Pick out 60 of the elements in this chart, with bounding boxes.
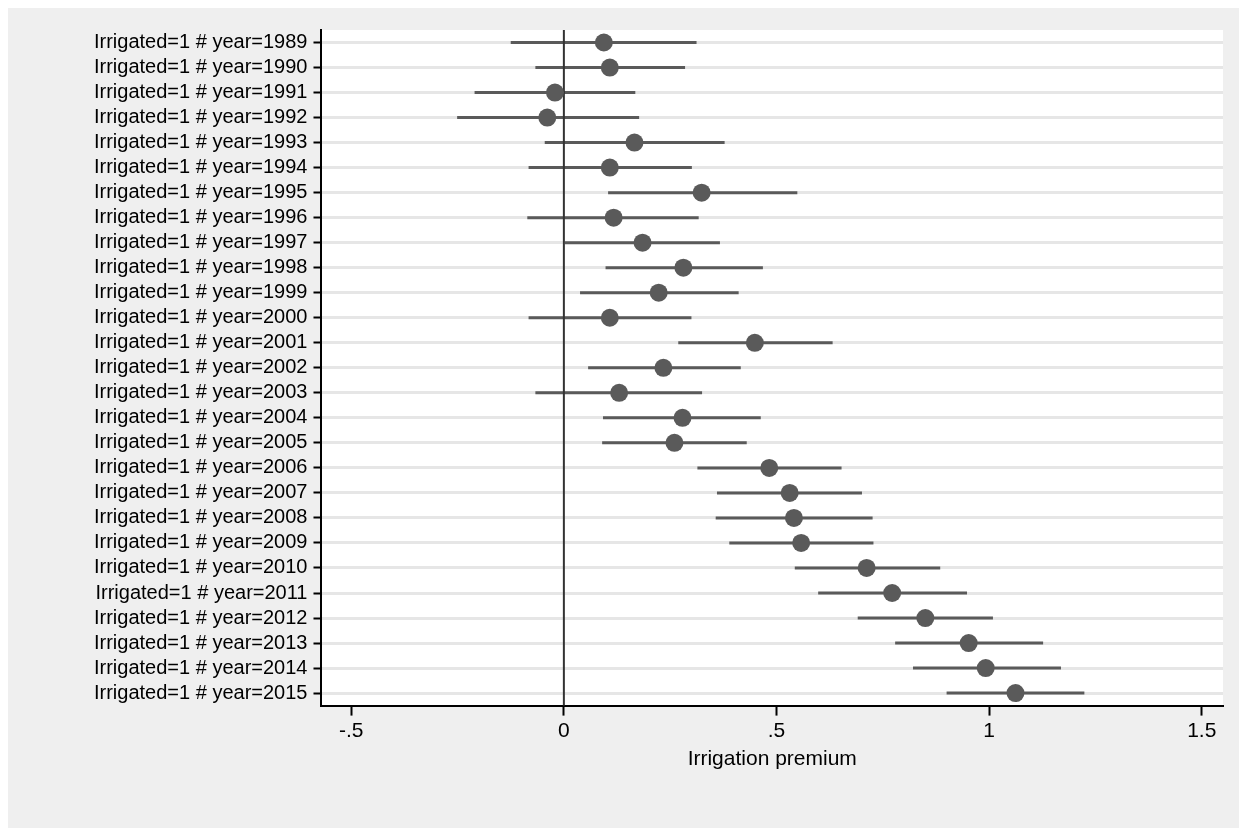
point (625, 133, 644, 152)
y-tick-label: Irrigated=1 # year=2002 (93, 355, 308, 378)
point (857, 558, 876, 577)
point (654, 358, 673, 377)
point (784, 508, 803, 527)
y-tick-label: Irrigated=1 # year=1995 (93, 180, 308, 203)
y-tick-label: Irrigated=1 # year=2001 (93, 330, 308, 353)
point (745, 333, 764, 352)
point (649, 283, 668, 302)
y-tick-label: Irrigated=1 # year=2007 (93, 480, 308, 503)
point (633, 233, 652, 252)
y-tick-label: Irrigated=1 # year=1989 (93, 30, 308, 53)
point (600, 308, 619, 327)
point (674, 258, 693, 277)
point (976, 659, 995, 678)
y-tick-label: Irrigated=1 # year=2013 (93, 630, 308, 653)
y-tick-label: Irrigated=1 # year=1994 (93, 155, 308, 178)
x-axis-title: Irrigation premium (687, 746, 857, 770)
y-tick-label: Irrigated=1 # year=2010 (93, 555, 308, 578)
point (883, 584, 902, 602)
point (673, 408, 692, 427)
x-tick-label: .5 (767, 718, 786, 741)
point (665, 433, 684, 452)
x-tick-label: 1.5 (1187, 718, 1217, 741)
y-tick-label: Irrigated=1 # year=1996 (93, 205, 308, 228)
point (916, 609, 935, 628)
y-tick-label: Irrigated=1 # year=1997 (93, 230, 308, 253)
y-tick-label: Irrigated=1 # year=2015 (93, 680, 308, 703)
point (604, 208, 623, 227)
point (780, 483, 799, 502)
y-tick-label: Irrigated=1 # year=2005 (93, 430, 308, 453)
point (1006, 684, 1025, 703)
y-tick-label: Irrigated=1 # year=1999 (93, 280, 308, 303)
x-tick-label: 0 (558, 718, 570, 741)
x-tick-label: 1 (983, 718, 995, 741)
point (545, 83, 564, 102)
y-tick-label: Irrigated=1 # year=2014 (93, 655, 308, 678)
y-tick-label: Irrigated=1 # year=1990 (93, 55, 308, 78)
y-tick-label: Irrigated=1 # year=2004 (93, 405, 308, 428)
point (760, 458, 779, 477)
point (600, 58, 619, 77)
y-tick-label: Irrigated=1 # year=2003 (93, 380, 308, 403)
point (692, 183, 711, 202)
y-tick-label: Irrigated=1 # year=2006 (93, 455, 308, 478)
y-tick-label: Irrigated=1 # year=1998 (93, 255, 308, 278)
point (600, 158, 619, 177)
y-tick-label: Irrigated=1 # year=2008 (93, 505, 308, 528)
point (538, 108, 557, 127)
point (594, 33, 613, 52)
point (792, 533, 811, 552)
y-tick-label: Irrigated=1 # year=1991 (93, 80, 308, 103)
point (610, 383, 629, 402)
y-tick-label: Irrigated=1 # year=2011 (95, 580, 308, 603)
y-tick-label: Irrigated=1 # year=1993 (93, 130, 308, 153)
y-tick-label: Irrigated=1 # year=2012 (93, 605, 308, 628)
y-tick-label: Irrigated=1 # year=2009 (93, 530, 308, 553)
x-tick-label: -.5 (339, 718, 364, 741)
y-tick-label: Irrigated=1 # year=2000 (93, 305, 308, 328)
point (959, 634, 978, 653)
y-tick-label: Irrigated=1 # year=1992 (93, 105, 308, 128)
